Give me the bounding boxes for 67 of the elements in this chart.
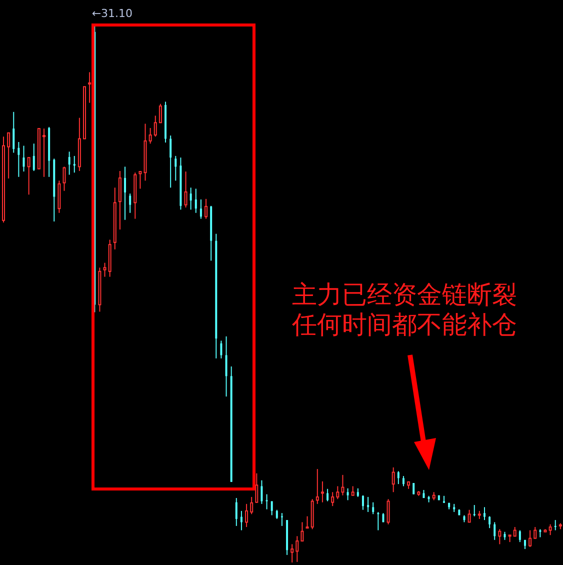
candlestick: [7, 132, 10, 180]
candlestick: [498, 528, 502, 545]
candlestick: [129, 193, 132, 214]
candlestick: [73, 155, 76, 174]
candlestick: [62, 166, 66, 192]
candlestick: [225, 336, 228, 398]
candlestick: [158, 103, 162, 124]
candlestick: [240, 510, 242, 531]
candlestick: [534, 526, 537, 540]
candlestick: [276, 509, 278, 520]
candlestick: [351, 486, 354, 496]
candlestick: [336, 486, 340, 500]
candlestick: [220, 340, 222, 359]
candlestick: [386, 498, 390, 525]
candlestick: [190, 187, 192, 210]
candlestick: [148, 128, 152, 144]
candlestick: [326, 488, 329, 502]
candlestick: [280, 512, 283, 526]
candlestick: [494, 522, 496, 540]
candlestick: [392, 466, 395, 493]
candlestick: [12, 111, 15, 154]
candlestick: [260, 480, 263, 504]
candlestick: [341, 474, 344, 496]
candlestick: [362, 494, 364, 510]
candlestick: [22, 145, 25, 172]
candlestick: [124, 166, 126, 220]
candlestick: [306, 516, 309, 529]
candlestick: [118, 170, 122, 230]
candlestick: [18, 141, 20, 178]
candlestick: [103, 262, 106, 278]
candlestick: [518, 530, 521, 543]
candlestick: [397, 470, 400, 485]
candlestick: [402, 476, 404, 487]
candlestick: [250, 496, 254, 515]
candlestick: [88, 72, 92, 104]
candlestick: [255, 472, 258, 504]
candlestick: [235, 498, 238, 526]
candlestick: [184, 171, 188, 208]
candlestick: [468, 509, 471, 523]
candlestick: [372, 502, 374, 515]
candlestick: [174, 155, 177, 182]
candlestick: [27, 157, 30, 196]
candlestick: [316, 468, 319, 504]
candlestick: [513, 526, 516, 537]
candlestick: [331, 492, 334, 507]
candlestick: [367, 496, 370, 512]
candlestick: [270, 500, 273, 516]
candlestick: [68, 151, 70, 176]
annotation: 主力已经资金链断裂: [292, 280, 517, 310]
candlestick: [170, 135, 172, 188]
candlestick: [204, 198, 208, 220]
annotation: 任何时间都不能补仓: [292, 310, 517, 340]
candlestick: [300, 522, 304, 542]
candlestick: [200, 198, 202, 220]
candlestick: [548, 524, 552, 536]
candlestick: [245, 503, 248, 528]
candlestick: [42, 128, 46, 178]
text: ←31.10: [92, 7, 133, 20]
candlestick: [194, 188, 197, 214]
candlestick: [138, 170, 142, 190]
candlestick: [483, 506, 486, 521]
candlestick: [320, 480, 324, 503]
candlestick: [346, 488, 349, 501]
candlestick: [488, 516, 491, 529]
candlestick: [528, 530, 532, 548]
candlestick: [32, 143, 35, 172]
candlestick: [154, 115, 157, 138]
